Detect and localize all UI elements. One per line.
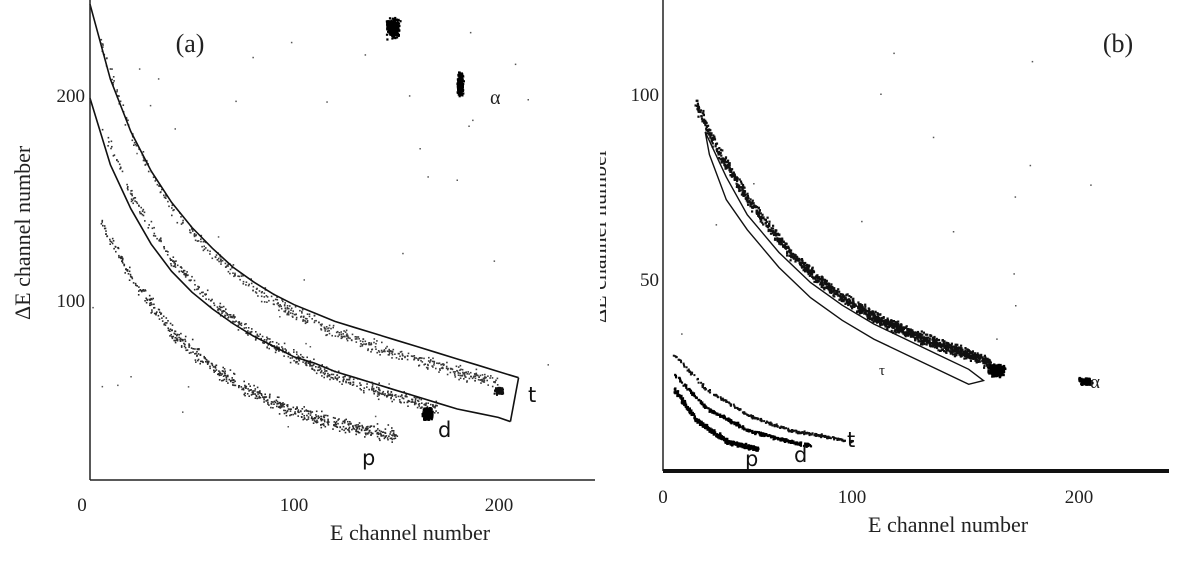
series-t-band-points xyxy=(694,99,992,369)
series-t-cluster xyxy=(493,386,505,396)
chart-b-svg: 0 100 200 50 100 E channel number ΔE cha… xyxy=(600,0,1169,537)
chart-b-xtick-200: 200 xyxy=(1065,487,1094,508)
chart-a-xtick-200: 200 xyxy=(485,495,514,516)
chart-a-label-t: t xyxy=(528,383,536,407)
gate-end-line xyxy=(509,377,520,422)
series-d-low-points xyxy=(674,373,813,448)
chart-b-ytick-50: 50 xyxy=(640,270,659,291)
chart-a-label-p: p xyxy=(362,446,375,470)
chart-b-label-t: t xyxy=(847,428,855,452)
series-t-points xyxy=(100,38,499,389)
chart-a-svg: 0 100 200 100 200 E channel number ΔE ch… xyxy=(10,0,595,545)
chart-a-xtick-100: 100 xyxy=(280,495,309,516)
chart-a-ytick-200: 200 xyxy=(57,86,86,107)
chart-b-ylabel: ΔE channel number xyxy=(600,148,611,323)
chart-b-gate xyxy=(704,131,986,386)
chart-b-label-p: p xyxy=(745,447,758,471)
chart-a-label-alpha: α xyxy=(490,87,501,109)
chart-b-xlabel: E channel number xyxy=(868,512,1029,537)
series-t-cluster xyxy=(987,363,1007,379)
chart-b-panel-label: (b) xyxy=(1103,29,1133,58)
chart-a-panel-label: (a) xyxy=(176,29,205,58)
panel-a: 0 100 200 100 200 E channel number ΔE ch… xyxy=(10,0,595,545)
gate-lower-curve xyxy=(89,97,511,423)
series-alpha-cluster-2 xyxy=(456,71,465,98)
background-noise xyxy=(681,52,1092,340)
chart-a-xlabel: E channel number xyxy=(330,520,491,545)
chart-a-gate xyxy=(89,3,520,423)
chart-b-label-d: d xyxy=(794,443,807,467)
series-alpha-cluster xyxy=(1078,376,1094,386)
chart-a-label-d: d xyxy=(438,418,451,442)
chart-b-xtick-100: 100 xyxy=(838,487,867,508)
chart-b-label-alpha: α xyxy=(1090,372,1100,393)
chart-b-xtick-0: 0 xyxy=(658,487,668,508)
gate-upper-curve xyxy=(89,3,519,379)
background-noise xyxy=(92,31,549,428)
series-d-cluster xyxy=(421,407,434,421)
chart-a-ytick-100: 100 xyxy=(57,291,86,312)
chart-b-ytick-100: 100 xyxy=(631,85,660,106)
chart-a-ylabel: ΔE channel number xyxy=(10,145,35,320)
series-p-low-points xyxy=(673,387,760,452)
chart-a-points xyxy=(92,16,549,443)
series-p-points xyxy=(100,219,399,443)
gate-curve xyxy=(704,131,986,386)
series-t-low-points xyxy=(672,354,854,444)
chart-b-points xyxy=(672,52,1094,452)
chart-b-label-tau: τ xyxy=(879,363,885,379)
series-alpha-cluster-1 xyxy=(385,16,402,41)
chart-a-xtick-0: 0 xyxy=(77,495,87,516)
panel-b: 0 100 200 50 100 E channel number ΔE cha… xyxy=(600,0,1184,561)
